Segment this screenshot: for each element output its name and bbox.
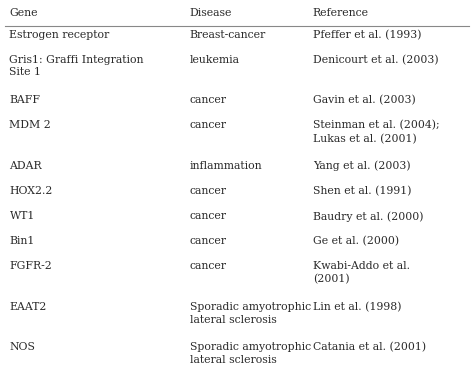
Text: Disease: Disease — [190, 8, 232, 18]
Text: WT1: WT1 — [9, 211, 35, 221]
Text: cancer: cancer — [190, 211, 227, 221]
Text: ADAR: ADAR — [9, 161, 42, 171]
Text: cancer: cancer — [190, 186, 227, 196]
Text: cancer: cancer — [190, 95, 227, 105]
Text: FGFR-2: FGFR-2 — [9, 261, 52, 271]
Text: Lin et al. (1998): Lin et al. (1998) — [313, 302, 401, 312]
Text: Baudry et al. (2000): Baudry et al. (2000) — [313, 211, 423, 222]
Text: Pfeffer et al. (1993): Pfeffer et al. (1993) — [313, 30, 421, 40]
Text: Breast-cancer: Breast-cancer — [190, 30, 266, 39]
Text: Sporadic amyotrophic
lateral sclerosis: Sporadic amyotrophic lateral sclerosis — [190, 342, 311, 365]
Text: Sporadic amyotrophic
lateral sclerosis: Sporadic amyotrophic lateral sclerosis — [190, 302, 311, 325]
Text: Bin1: Bin1 — [9, 236, 35, 246]
Text: Gris1: Graffi Integration
Site 1: Gris1: Graffi Integration Site 1 — [9, 55, 144, 77]
Text: Reference: Reference — [313, 8, 369, 18]
Text: Gavin et al. (2003): Gavin et al. (2003) — [313, 95, 416, 106]
Text: cancer: cancer — [190, 120, 227, 130]
Text: Yang et al. (2003): Yang et al. (2003) — [313, 161, 410, 172]
Text: Gene: Gene — [9, 8, 38, 18]
Text: Steinman et al. (2004);
Lukas et al. (2001): Steinman et al. (2004); Lukas et al. (20… — [313, 120, 439, 144]
Text: EAAT2: EAAT2 — [9, 302, 47, 312]
Text: Shen et al. (1991): Shen et al. (1991) — [313, 186, 411, 196]
Text: MDM 2: MDM 2 — [9, 120, 51, 130]
Text: Catania et al. (2001): Catania et al. (2001) — [313, 342, 426, 353]
Text: inflammation: inflammation — [190, 161, 262, 171]
Text: BAFF: BAFF — [9, 95, 40, 105]
Text: leukemia: leukemia — [190, 55, 239, 65]
Text: HOX2.2: HOX2.2 — [9, 186, 53, 196]
Text: Estrogen receptor: Estrogen receptor — [9, 30, 109, 39]
Text: Kwabi-Addo et al.
(2001): Kwabi-Addo et al. (2001) — [313, 261, 410, 284]
Text: NOS: NOS — [9, 342, 36, 352]
Text: cancer: cancer — [190, 261, 227, 271]
Text: Ge et al. (2000): Ge et al. (2000) — [313, 236, 399, 246]
Text: Denicourt et al. (2003): Denicourt et al. (2003) — [313, 55, 438, 65]
Text: cancer: cancer — [190, 236, 227, 246]
